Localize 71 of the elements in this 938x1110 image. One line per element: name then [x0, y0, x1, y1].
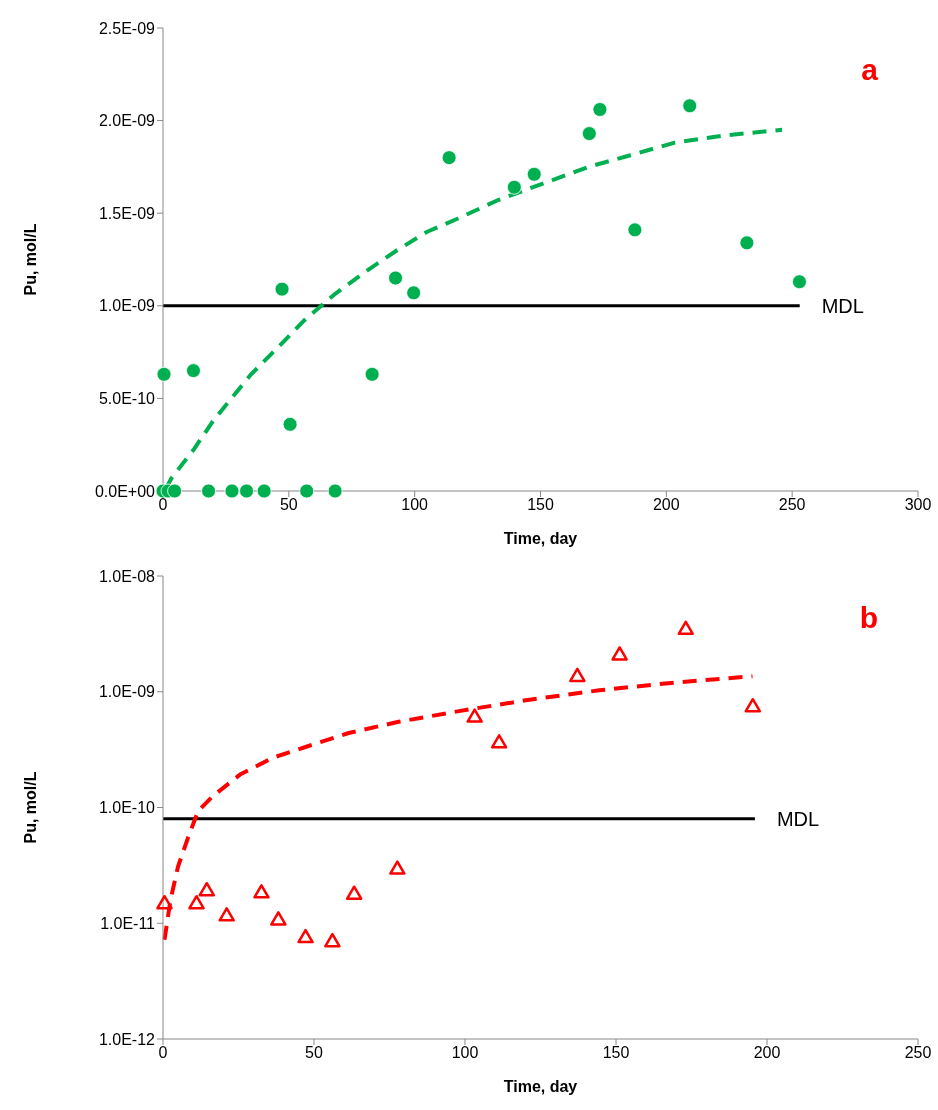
- point: [611, 646, 628, 661]
- x-axis-title: Time, day: [503, 530, 578, 547]
- x-axis-title: Time, day: [503, 1078, 578, 1095]
- point: [389, 860, 406, 875]
- x-tick-label: 200: [652, 496, 680, 514]
- x-tick-label: 150: [527, 496, 554, 514]
- series-label: MDL: [776, 807, 820, 830]
- y-tick-label: 2.5E-09: [98, 19, 156, 37]
- point: [224, 483, 240, 499]
- point: [327, 483, 343, 499]
- point: [201, 483, 216, 499]
- point: [256, 483, 272, 499]
- y-tick-label: 0.0E+00: [94, 482, 156, 500]
- point: [466, 708, 483, 723]
- point: [198, 881, 216, 897]
- point: [274, 281, 290, 297]
- point: [239, 483, 254, 499]
- y-tick-label: 2.0E-09: [98, 112, 156, 130]
- point: [441, 150, 457, 166]
- y-axis-title: Pu, mol/L: [21, 223, 39, 296]
- point: [744, 697, 762, 713]
- point: [526, 166, 542, 182]
- point: [270, 911, 287, 926]
- point: [282, 416, 298, 432]
- y-tick-label: 1.0E-09: [98, 683, 156, 701]
- x-tick-label: 200: [753, 1044, 781, 1062]
- point: [345, 885, 363, 900]
- annotation: b: [859, 601, 878, 635]
- y-tick-label: 1.0E-11: [100, 914, 156, 932]
- point: [569, 667, 586, 683]
- x-tick-label: 250: [904, 1044, 932, 1062]
- point: [156, 894, 173, 910]
- point: [186, 363, 201, 379]
- point: [792, 274, 807, 290]
- x-tick-label: 50: [279, 496, 298, 514]
- x-tick-label: 100: [401, 496, 429, 514]
- point: [299, 483, 315, 499]
- x-tick-label: 100: [451, 1044, 479, 1062]
- point: [490, 734, 508, 749]
- point: [388, 270, 403, 286]
- point: [506, 179, 522, 195]
- point: [218, 907, 235, 922]
- x-tick-label: 0: [158, 1044, 168, 1062]
- point: [406, 285, 422, 301]
- y-tick-label: 1.0E-09: [98, 297, 156, 315]
- y-tick-label: 1.0E-10: [98, 799, 156, 817]
- y-tick-label: 5.0E-10: [98, 390, 156, 408]
- annotation: a: [861, 53, 878, 87]
- x-tick-label: 300: [904, 496, 932, 514]
- x-tick-label: 50: [305, 1044, 323, 1062]
- x-tick-label: 250: [778, 496, 806, 514]
- point: [188, 894, 205, 910]
- series-label: MDL: [821, 294, 864, 317]
- y-tick-label: 1.0E-12: [98, 1030, 156, 1048]
- point: [156, 366, 172, 382]
- point: [592, 102, 608, 117]
- point: [677, 620, 695, 636]
- y-tick-label: 1.5E-09: [98, 204, 156, 222]
- point: [627, 222, 643, 238]
- y-tick-label: 1.0E-08: [98, 567, 156, 585]
- point: [253, 884, 270, 899]
- x-tick-label: 150: [602, 1044, 630, 1062]
- point: [167, 483, 182, 499]
- point: [581, 126, 597, 141]
- point: [297, 928, 314, 944]
- point: [324, 932, 341, 948]
- x-tick-label: 0: [158, 496, 168, 514]
- point: [682, 98, 698, 114]
- point: [739, 235, 755, 251]
- point: [364, 366, 380, 382]
- y-axis-title: Pu, mol/L: [21, 771, 39, 844]
